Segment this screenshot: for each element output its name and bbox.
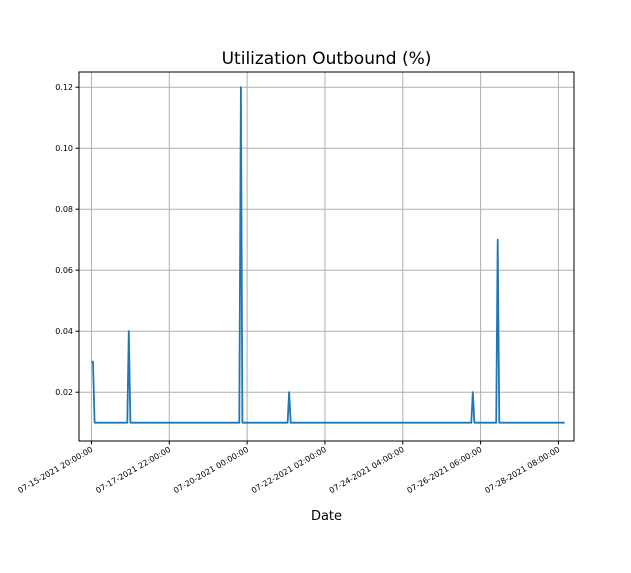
y-tick-label: 0.08	[55, 205, 73, 214]
x-tick-label: 07-20-2021 00:00:00	[172, 445, 250, 495]
x-tick-label: 07-28-2021 08:00:00	[483, 445, 561, 495]
tick-layer: 0.02 0.04 0.06 0.08 0.10 0.12 07-15-2021 20:00…	[16, 83, 561, 495]
x-tick-label: 07-24-2021 04:00:00	[328, 445, 406, 495]
y-tick-label: 0.04	[55, 327, 73, 336]
y-tick-label: 0.06	[55, 266, 73, 275]
chart-title: Utilization Outbound (%)	[222, 49, 432, 69]
plot-frame	[78, 71, 575, 442]
series-line	[91, 86, 565, 424]
series-layer	[91, 86, 565, 424]
x-tick-label: 07-15-2021 20:00:00	[16, 445, 94, 495]
x-axis-label: Date	[311, 509, 342, 524]
y-tick-label: 0.12	[55, 83, 73, 92]
y-tick-label: 0.10	[55, 144, 73, 153]
grid-layer	[79, 72, 574, 441]
x-tick-label: 07-26-2021 06:00:00	[406, 445, 484, 495]
y-tick-label: 0.02	[55, 388, 73, 397]
x-tick-label: 07-22-2021 02:00:00	[250, 445, 328, 495]
x-tick-label: 07-17-2021 22:00:00	[94, 445, 172, 495]
